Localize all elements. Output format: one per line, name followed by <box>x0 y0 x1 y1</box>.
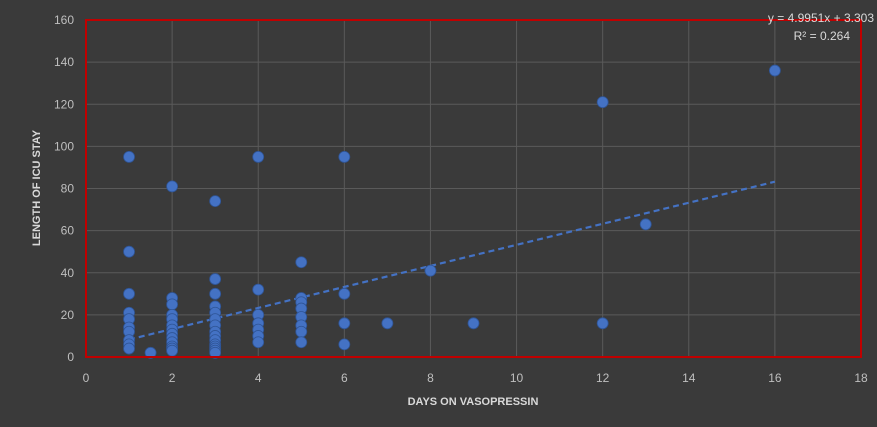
data-point <box>467 317 480 330</box>
y-tick-label: 160 <box>54 13 74 27</box>
y-axis-title: LENGTH OF ICU STAY <box>31 129 43 246</box>
y-tick-label: 100 <box>54 139 74 153</box>
trendline-equation: y = 4.9951x + 3.303 <box>768 11 874 25</box>
plot-area-border <box>85 19 862 358</box>
data-point <box>166 298 179 311</box>
data-point <box>295 325 308 338</box>
x-tick-label: 4 <box>255 371 262 385</box>
data-point <box>209 346 222 359</box>
data-point <box>209 287 222 300</box>
data-point <box>381 317 394 330</box>
trendline-r-squared: R² = 0.264 <box>794 29 851 43</box>
data-point <box>252 336 265 349</box>
data-points <box>123 64 781 359</box>
data-point <box>596 317 609 330</box>
data-point <box>166 344 179 357</box>
x-tick-label: 16 <box>768 371 782 385</box>
data-point <box>144 346 157 359</box>
data-point <box>424 264 437 277</box>
x-tick-label: 0 <box>83 371 90 385</box>
x-tick-label: 2 <box>169 371 176 385</box>
data-point <box>295 336 308 349</box>
x-tick-labels: 0 2 4 6 8 10 12 14 16 18 <box>83 371 868 385</box>
data-point <box>596 96 609 109</box>
x-tick-label: 8 <box>427 371 434 385</box>
x-tick-label: 6 <box>341 371 348 385</box>
data-point <box>295 256 308 269</box>
data-point <box>123 287 135 300</box>
data-point <box>209 195 222 208</box>
data-point <box>123 245 135 258</box>
x-tick-label: 14 <box>682 371 696 385</box>
data-point <box>338 338 351 351</box>
data-point <box>768 64 781 77</box>
y-tick-label: 120 <box>54 97 74 111</box>
y-tick-label: 80 <box>61 182 75 196</box>
grid <box>86 19 861 357</box>
data-point <box>252 283 265 296</box>
y-tick-label: 0 <box>67 350 74 364</box>
x-axis-title: DAYS ON VASOPRESSIN <box>408 396 539 408</box>
data-point <box>252 151 265 163</box>
data-point <box>166 180 179 193</box>
data-point <box>209 273 222 285</box>
y-tick-label: 60 <box>61 224 75 238</box>
y-tick-label: 20 <box>61 308 75 322</box>
data-point <box>338 287 351 300</box>
x-tick-label: 18 <box>854 371 868 385</box>
y-tick-label: 140 <box>54 55 74 69</box>
trendline <box>128 180 776 341</box>
x-tick-label: 10 <box>510 371 524 385</box>
data-point <box>338 317 351 330</box>
y-tick-labels: 0 20 40 60 80 100 120 140 160 <box>54 13 74 364</box>
data-point <box>639 218 652 231</box>
data-point <box>338 151 351 163</box>
y-tick-label: 40 <box>61 266 75 280</box>
data-point <box>123 342 135 355</box>
data-point <box>123 151 135 163</box>
x-tick-label: 12 <box>596 371 610 385</box>
